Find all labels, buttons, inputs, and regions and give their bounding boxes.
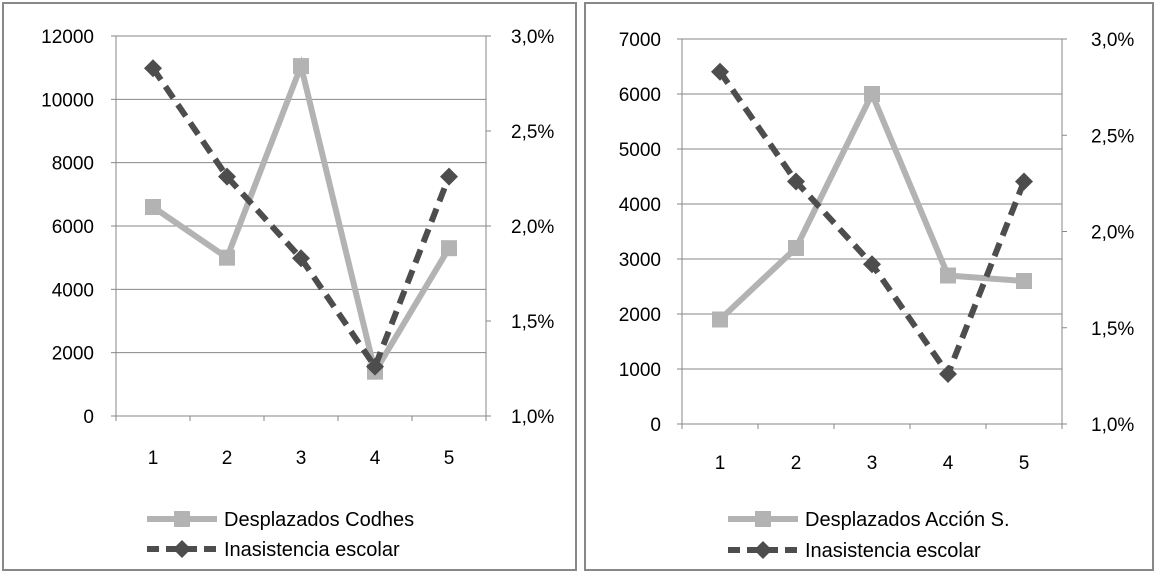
y-left-tick-label: 5000 — [619, 140, 661, 161]
diamond-marker — [1015, 172, 1033, 191]
y-right-tick-label: 2,5% — [1091, 126, 1134, 147]
chart-right: 0 1000 2000 3000 4000 5000 6000 7000 1,0% 1,5% 2,0… — [619, 30, 1135, 562]
square-marker — [293, 58, 309, 75]
diamond-marker — [711, 62, 729, 81]
y-right-tick-label: 1,0% — [511, 407, 554, 428]
x-tick-label: 2 — [791, 453, 802, 474]
square-marker — [174, 511, 190, 527]
chart-left: 0 2000 4000 6000 8000 10000 12000 1,0% 1,5% 2,0% 2… — [41, 27, 554, 561]
y-right-tick-label: 1,5% — [511, 312, 554, 333]
diamond-marker — [754, 541, 772, 559]
square-marker — [712, 311, 728, 328]
x-tick-label: 1 — [715, 453, 726, 474]
square-marker — [755, 511, 771, 527]
diamond-marker — [440, 167, 458, 186]
diamond-marker — [144, 59, 162, 78]
y-right-tick-label: 3,0% — [1091, 30, 1134, 51]
legend-label: Desplazados Acción S. — [805, 509, 1010, 531]
legend-label: Inasistencia escolar — [224, 539, 400, 561]
y-left-tick-label: 4000 — [619, 195, 661, 216]
y-right-tick-label: 2,5% — [511, 122, 554, 143]
chart-panel-left: 0 2000 4000 6000 8000 10000 12000 1,0% 1,5% 2,0% 2… — [2, 2, 577, 571]
diamond-marker — [292, 249, 310, 268]
x-tick-label: 5 — [1019, 453, 1030, 474]
square-marker — [145, 199, 161, 215]
square-marker — [864, 86, 880, 102]
y-right-tick-label: 1,5% — [1091, 319, 1134, 340]
square-marker — [219, 249, 235, 266]
series-line — [717, 70, 1027, 381]
y-left-tick-label: 0 — [650, 415, 661, 436]
legend-label: Desplazados Codhes — [224, 509, 414, 531]
series-line — [150, 66, 452, 373]
diamond-marker — [173, 540, 191, 558]
y-left-tick-label: 3000 — [619, 250, 661, 271]
x-tick-label: 5 — [444, 448, 455, 469]
y-left-tick-label: 8000 — [52, 154, 94, 175]
square-marker — [1016, 273, 1032, 289]
diamond-marker — [218, 167, 236, 186]
y-left-tick-label: 7000 — [619, 30, 661, 51]
square-marker — [788, 240, 804, 256]
y-left-tick-label: 12000 — [41, 27, 94, 48]
y-left-tick-label: 2000 — [52, 344, 94, 365]
x-tick-label: 3 — [296, 448, 307, 469]
diamond-marker — [366, 357, 384, 376]
y-right-tick-label: 1,0% — [1091, 415, 1134, 436]
series-line — [151, 56, 452, 380]
chart-panel-right: 0 1000 2000 3000 4000 5000 6000 7000 1,0% 1,5% 2,0… — [584, 2, 1154, 571]
legend-label: Inasistencia escolar — [805, 540, 981, 562]
y-left-tick-label: 6000 — [619, 85, 661, 106]
y-right-tick-label: 2,0% — [511, 217, 554, 238]
y-left-tick-label: 2000 — [619, 305, 661, 326]
x-tick-label: 2 — [222, 448, 233, 469]
y-right-tick-label: 3,0% — [511, 27, 554, 48]
square-marker — [940, 267, 956, 284]
square-marker — [441, 240, 457, 257]
x-tick-label: 1 — [148, 448, 159, 469]
diamond-marker — [787, 172, 805, 191]
y-left-tick-label: 1000 — [619, 360, 661, 381]
series-line — [717, 86, 1025, 322]
y-left-tick-label: 10000 — [41, 90, 94, 111]
x-tick-label: 3 — [867, 453, 878, 474]
y-left-tick-label: 6000 — [52, 217, 94, 238]
x-tick-label: 4 — [370, 448, 381, 469]
y-right-tick-label: 2,0% — [1091, 223, 1134, 244]
diamond-marker — [939, 364, 957, 383]
x-tick-label: 4 — [943, 453, 954, 474]
y-left-tick-label: 4000 — [52, 280, 94, 301]
y-left-tick-label: 0 — [83, 407, 94, 428]
diamond-marker — [863, 255, 881, 274]
